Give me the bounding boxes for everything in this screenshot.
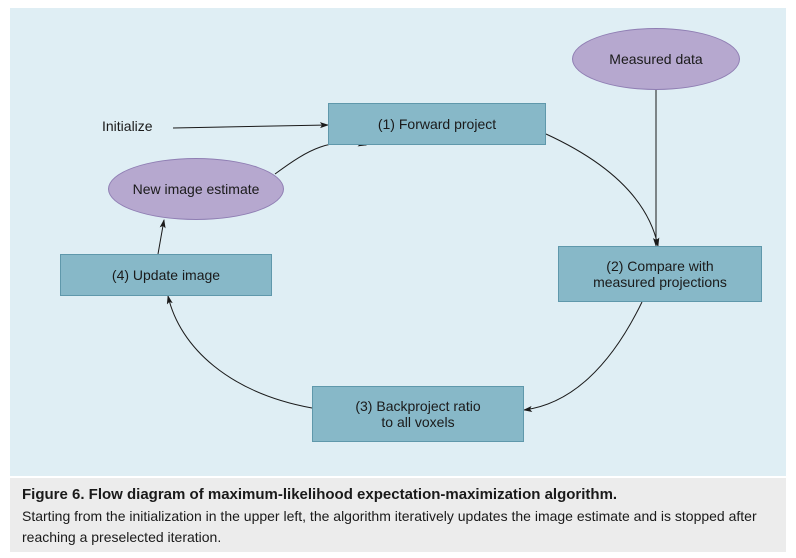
- figure-caption: Figure 6. Flow diagram of maximum-likeli…: [10, 478, 786, 552]
- edge-forward-to-compare: [546, 134, 658, 246]
- data-new_estimate: New image estimate: [108, 158, 284, 220]
- caption-body: Starting from the initialization in the …: [22, 508, 757, 546]
- edge-update-to-new_estimate: [158, 220, 164, 254]
- edge-backproject-to-update: [168, 296, 312, 408]
- step-compare: (2) Compare withmeasured projections: [558, 246, 762, 302]
- label-init_label: Initialize: [102, 118, 153, 134]
- caption-title: Figure 6. Flow diagram of maximum-likeli…: [22, 486, 617, 503]
- edge-compare-to-backproject: [524, 302, 642, 410]
- edge-new_estimate-to-forward: [275, 143, 366, 174]
- edge-init_label-to-forward: [173, 125, 328, 128]
- figure-frame: Initialize (1) Forward project (2) Compare…: [0, 0, 796, 558]
- diagram-area: Initialize (1) Forward project (2) Compare…: [10, 8, 786, 476]
- data-measured: Measured data: [572, 28, 740, 90]
- step-forward: (1) Forward project: [328, 103, 546, 145]
- step-backproject: (3) Backproject ratioto all voxels: [312, 386, 524, 442]
- step-update: (4) Update image: [60, 254, 272, 296]
